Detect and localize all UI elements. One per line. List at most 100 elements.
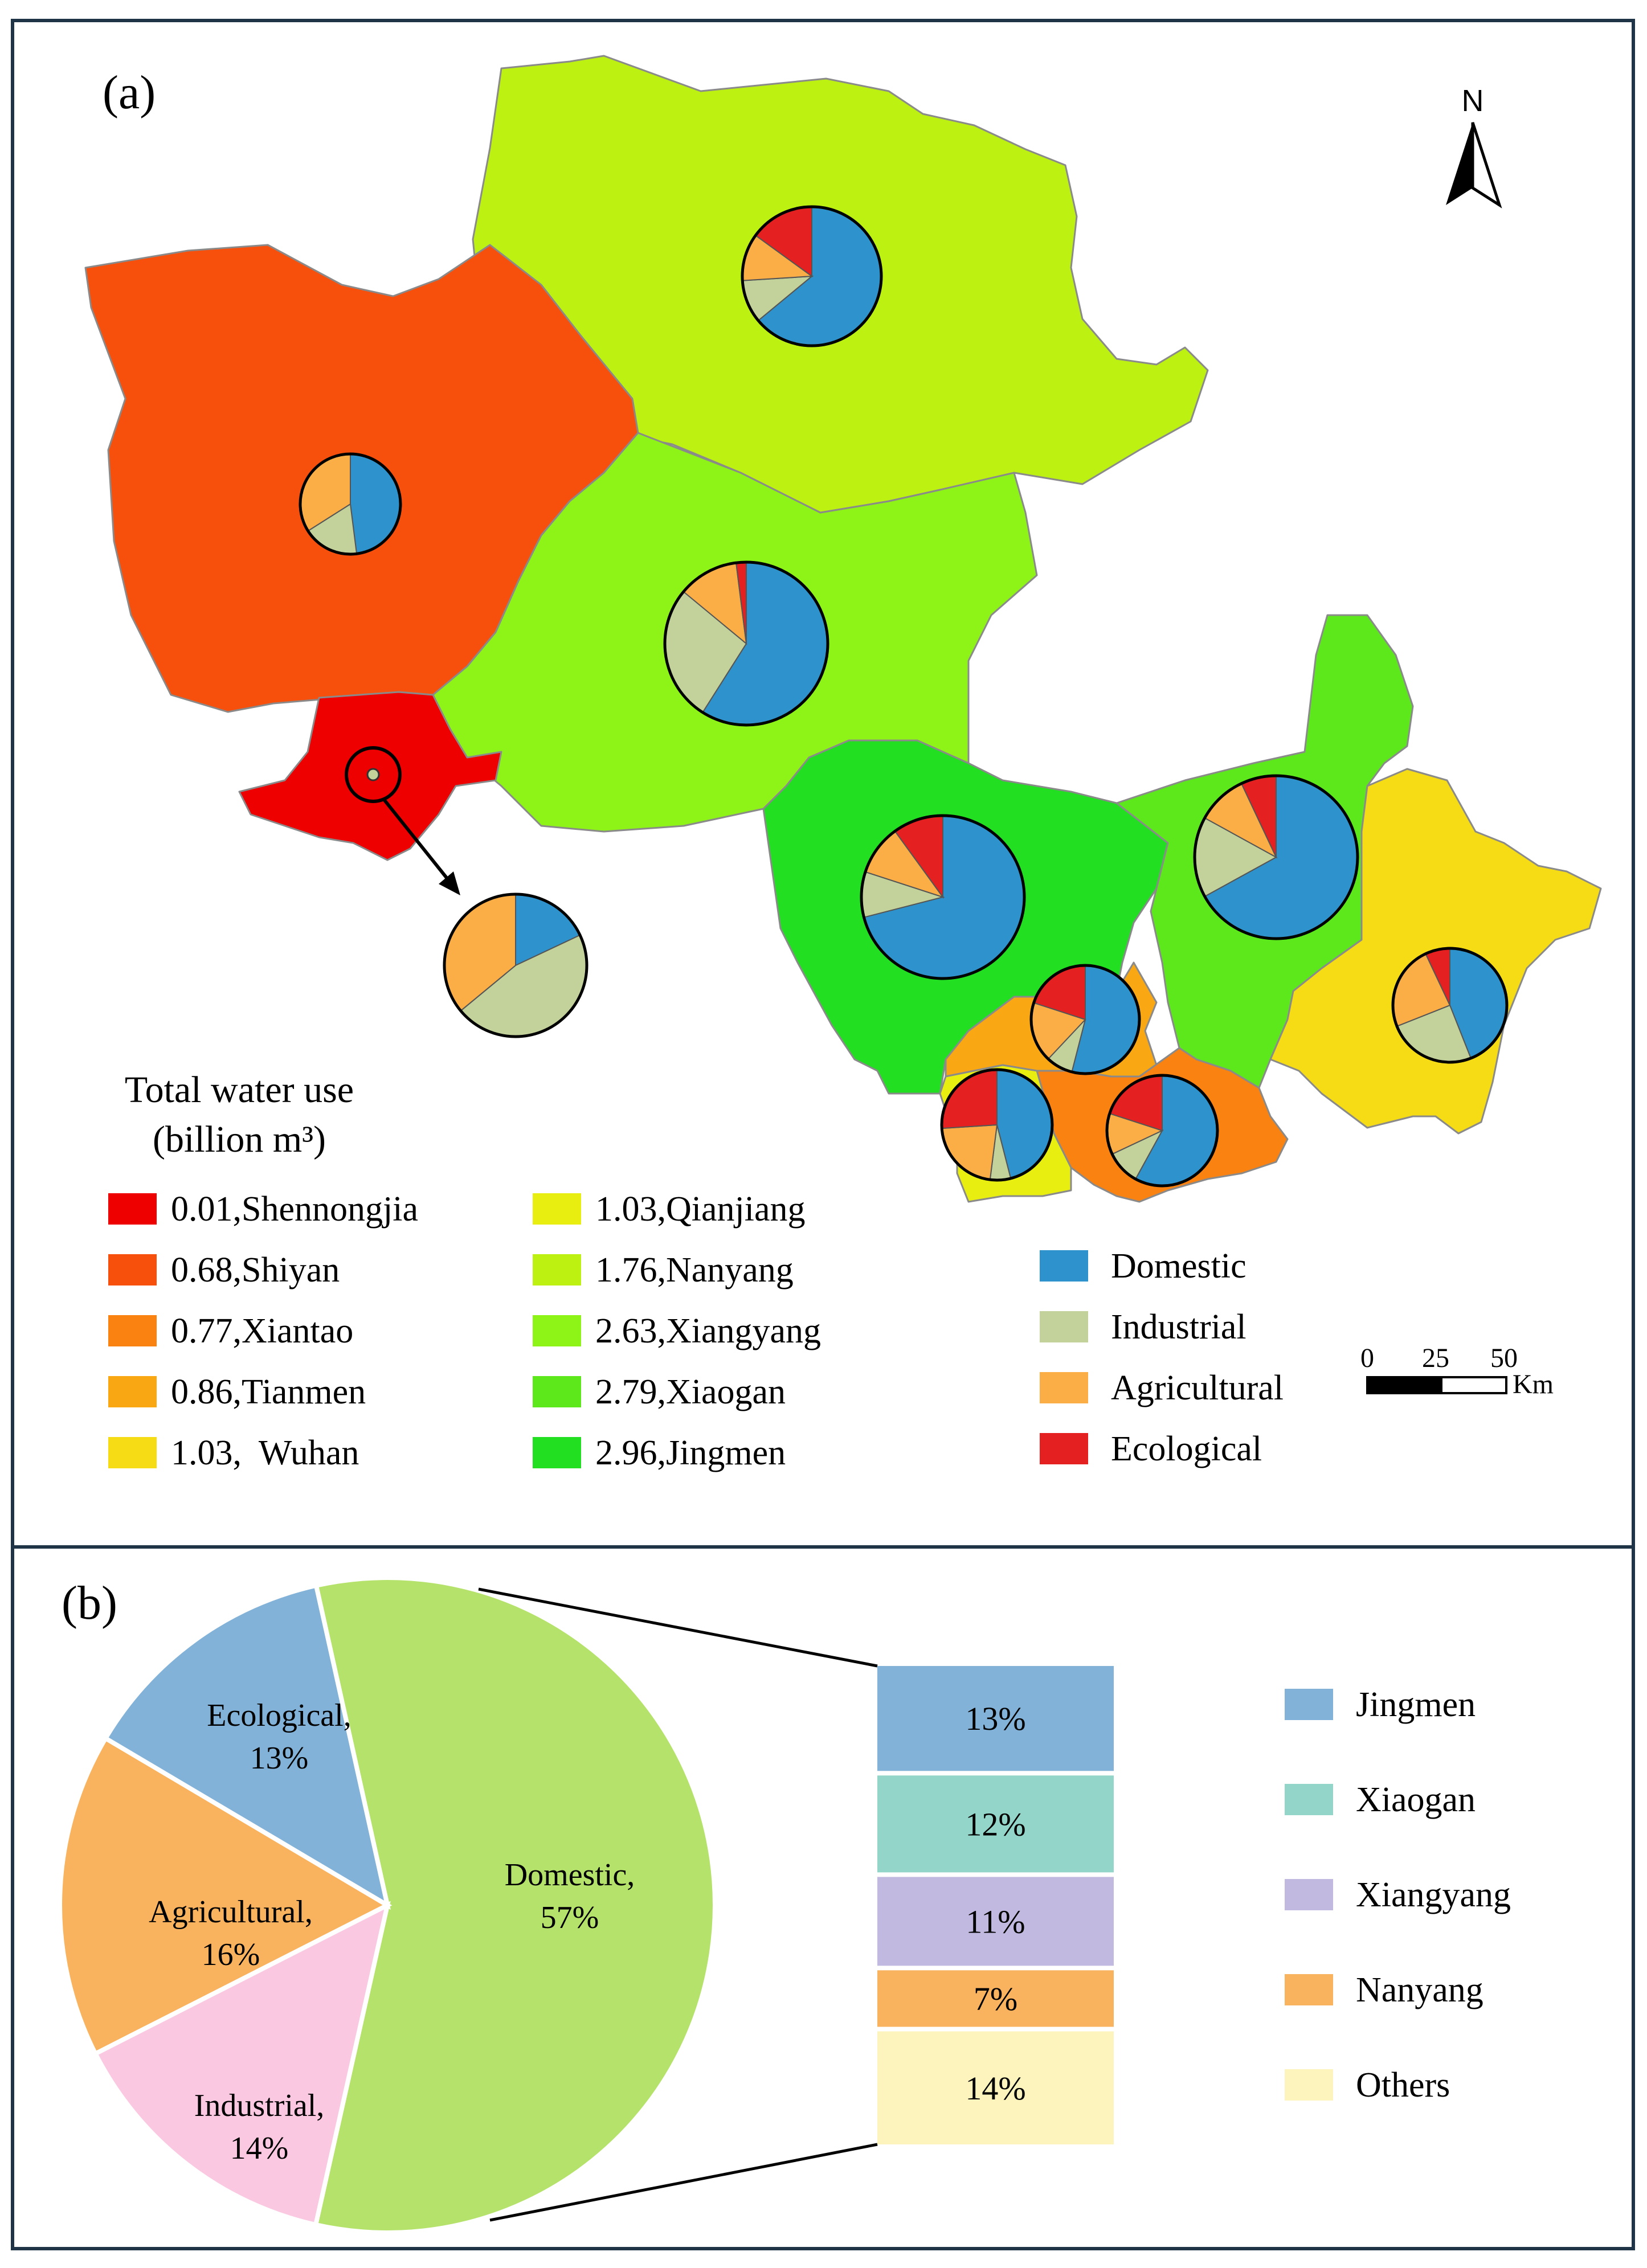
pie-jingmen [860,814,1026,980]
legend-label: Industrial [1111,1308,1247,1346]
bar-segment-label: 11% [966,1903,1025,1940]
bar-segment-label: 7% [974,1980,1017,2017]
pie-xiangyang [663,560,829,727]
slice-pct: 57% [541,1900,599,1935]
bar-segment-label: 13% [965,1700,1025,1737]
legend-item-xiangyang: 2.63,Xiangyang [533,1312,821,1350]
panel-a-label: (a) [103,66,156,119]
north-arrow-icon: N [1446,84,1502,208]
legend-label: 0.01,Shennongjia [171,1190,418,1229]
scale-tick-50: 50 [1490,1343,1518,1373]
legend-item-xiaogan: 2.79,Xiaogan [533,1373,786,1411]
legend-label: 1.76,Nanyang [595,1251,794,1289]
pie-slice-agricultural [58,1735,393,2057]
legend-item-shennongjia: 0.01,Shennongjia [108,1190,418,1229]
legend-label: Ecological [1111,1430,1262,1468]
legend-swatch [1285,2069,1333,2101]
pie-xiaogan [1193,774,1359,940]
legend-swatch [533,1254,581,1286]
legend-swatch [1285,1879,1333,1910]
legend-label: Others [1356,2066,1450,2105]
legend-swatch [1040,1250,1088,1282]
legend-item-jingmen: Jingmen [1285,1685,1476,1724]
legend-swatch [108,1437,157,1468]
sector-legend: Domestic Industrial Agricultural Ecological [1040,1247,1284,1468]
legend-swatch [108,1254,157,1286]
domestic-breakdown-bar: 13% 12% 11% 7% 14% [877,1666,1114,2144]
bar-segment-xiangyang [877,1877,1114,1966]
scale-unit: Km [1513,1369,1554,1399]
legend-item-nanyang: Nanyang [1285,1971,1483,2009]
legend-item-others: Others [1285,2066,1450,2105]
legend-item-agricultural: Agricultural [1040,1369,1284,1407]
scale-bar: 0 25 50 Km [1360,1343,1554,1399]
legend-swatch [1040,1372,1088,1403]
shennongjia-callout [345,746,460,895]
legend-label: 2.63,Xiangyang [595,1312,821,1350]
bar-segment-jingmen [877,1666,1114,1771]
legend-label: 0.77,Xiantao [171,1312,353,1350]
slice-label: Ecological, [207,1698,351,1733]
connector-top [478,1587,878,1668]
pie-slice-domestic [313,1575,718,2235]
legend-item-wuhan: 1.03, Wuhan [108,1434,359,1472]
legend-swatch [1285,1689,1333,1720]
legend-swatch [533,1437,581,1468]
pie-outline [1029,964,1141,1075]
legend-item-domestic: Domestic [1040,1247,1247,1286]
pie-outline [1193,774,1359,940]
slice-pct: 14% [230,2131,289,2166]
pie-outline [663,560,829,727]
legend-swatch [1040,1433,1088,1464]
legend-label: Domestic [1111,1247,1247,1286]
pie-slice-ecological [102,1582,391,1910]
legend-label: 2.79,Xiaogan [595,1373,786,1411]
legend-swatch [533,1193,581,1225]
north-label: N [1462,84,1484,118]
pie-shennongjia-mini [366,768,380,781]
pie-nanyang [741,205,883,347]
legend-item-xiaogan: Xiaogan [1285,1780,1476,1819]
pie-outline [741,205,883,347]
pie-shennongjia [443,893,588,1038]
legend-item-tianmen: 0.86,Tianmen [108,1373,366,1411]
bar-segment-nanyang [877,1970,1114,2027]
legend-label: Agricultural [1111,1369,1284,1407]
legend-label: 1.03, Wuhan [171,1434,359,1472]
legend-swatch [108,1193,157,1225]
legend-swatch [533,1315,581,1346]
legend-label: 0.68,Shiyan [171,1251,340,1289]
slice-pct: 16% [202,1937,260,1972]
scale-tick-25: 25 [1422,1343,1449,1373]
zoom-circle [345,746,402,803]
pie-outline [1391,947,1509,1064]
legend-item-xiangyang: Xiangyang [1285,1876,1511,1914]
legend-swatch [1040,1311,1088,1342]
legend-label: Nanyang [1356,1971,1483,2009]
pie-qianjiang [940,1068,1054,1182]
pie-outline [860,814,1026,980]
pie-tianmen [1029,964,1141,1075]
legend-item-ecological: Ecological [1040,1430,1262,1468]
legend-item-nanyang: 1.76,Nanyang [533,1251,794,1289]
bar-segment-xiaogan [877,1775,1114,1873]
legend-swatch [108,1376,157,1407]
legend-item-industrial: Industrial [1040,1308,1247,1346]
legend-label: 1.03,Qianjiang [595,1190,806,1229]
pie-outline [940,1068,1054,1182]
bar-segment-label: 12% [965,1806,1025,1843]
connector-bottom [489,2143,878,2222]
legend-title-line2: (billion m³) [153,1119,326,1160]
legend-item-jingmen: 2.96,Jingmen [533,1434,786,1472]
legend-swatch [1285,1784,1333,1815]
pie-outline [443,893,588,1038]
legend-item-qianjiang: 1.03,Qianjiang [533,1190,806,1229]
legend-swatch [1285,1974,1333,2005]
share-pie: Domestic, 57% Industrial, 14% Agricultural, 1… [58,1575,718,2235]
callout-arrowhead [439,871,460,895]
legend-label: Xiangyang [1356,1876,1511,1914]
city-pies [299,205,1509,1188]
slice-label: Domestic, [505,1857,635,1893]
panel-b-label: (b) [62,1577,117,1630]
